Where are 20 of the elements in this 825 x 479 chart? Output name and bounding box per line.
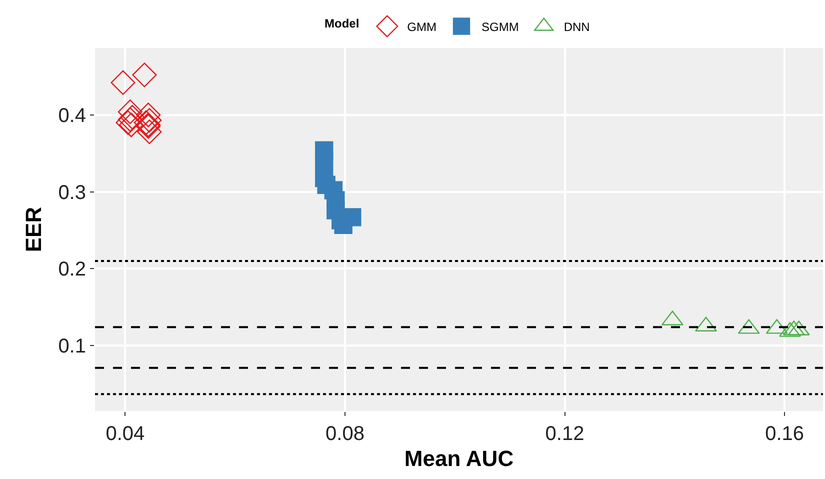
x-tick-label: 0.04 xyxy=(106,423,145,445)
point xyxy=(136,102,161,128)
x-tick-label: 0.12 xyxy=(545,423,584,445)
y-tick-label: 0.4 xyxy=(58,104,86,127)
y-axis-title: EER xyxy=(20,206,46,252)
y-tick-label: 0.2 xyxy=(58,258,86,281)
x-axis-title: Mean AUC xyxy=(404,446,514,471)
point xyxy=(137,120,162,144)
legend-label: GMM xyxy=(407,20,436,34)
y-tick-label: 0.3 xyxy=(58,182,86,204)
y-tick-label: 0.1 xyxy=(58,336,86,358)
point xyxy=(118,100,142,124)
x-tick-label: 0.16 xyxy=(765,423,804,445)
legend-label: DNN xyxy=(564,20,590,34)
x-tick-label: 0.08 xyxy=(326,423,364,445)
legend-label: SGMM xyxy=(482,20,519,34)
point xyxy=(132,62,157,88)
point xyxy=(315,151,334,170)
point xyxy=(110,70,136,95)
legend-title: Model xyxy=(324,16,360,30)
